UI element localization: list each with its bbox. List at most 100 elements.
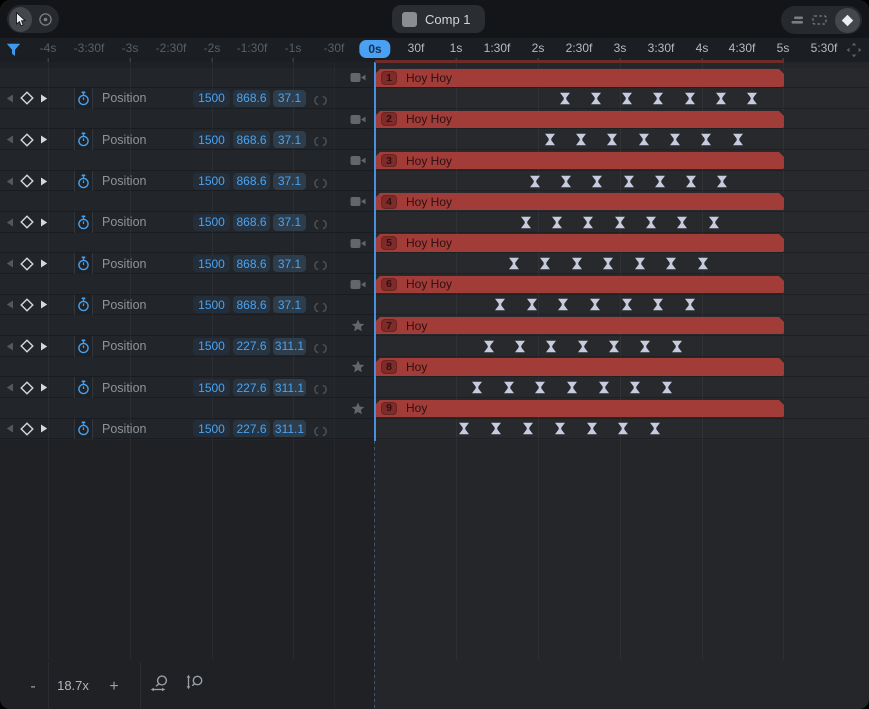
keyframe[interactable]: [715, 92, 728, 105]
stopwatch-button[interactable]: [74, 129, 93, 151]
add-keyframe-button[interactable]: [20, 298, 34, 312]
time-ruler[interactable]: -4s -3:30f -3s -2:30f -2s -1:30f -1s -30…: [0, 38, 869, 63]
next-keyframe-button[interactable]: [40, 383, 48, 392]
keyframe[interactable]: [582, 216, 595, 229]
ruler-time-label[interactable]: 1s: [450, 41, 462, 62]
add-keyframe-button[interactable]: [20, 132, 34, 147]
value-z-field[interactable]: 37.1: [273, 255, 306, 273]
value-x-field[interactable]: 1500: [193, 89, 230, 107]
keyframe[interactable]: [551, 216, 564, 229]
keyframe[interactable]: [591, 175, 604, 188]
prev-keyframe-button[interactable]: [6, 94, 14, 103]
keyframe[interactable]: [697, 257, 710, 270]
value-y-field[interactable]: 227.6: [233, 379, 270, 397]
ruler-time-label[interactable]: 1:30f: [484, 41, 511, 55]
keyframe[interactable]: [586, 422, 599, 435]
next-keyframe-button[interactable]: [40, 177, 48, 186]
filter-icon[interactable]: [6, 43, 21, 62]
value-y-field[interactable]: 868.6: [233, 131, 270, 149]
zoom-fit-horizontal-button[interactable]: [150, 674, 171, 698]
keyframe[interactable]: [614, 216, 627, 229]
keyframe[interactable]: [685, 175, 698, 188]
unlink-icon[interactable]: [311, 217, 330, 235]
add-keyframe-button[interactable]: [20, 422, 34, 436]
ruler-time-label[interactable]: 0s: [359, 40, 391, 58]
keyframe[interactable]: [559, 92, 572, 105]
keyframe[interactable]: [544, 133, 557, 146]
keyframe[interactable]: [522, 422, 535, 435]
unlink-icon[interactable]: [311, 341, 330, 359]
keyframe[interactable]: [629, 381, 642, 394]
keyframe[interactable]: [732, 133, 745, 146]
next-keyframe-button[interactable]: [40, 259, 48, 268]
stopwatch-button[interactable]: [74, 335, 93, 357]
ruler-time-label[interactable]: 3:30f: [648, 41, 675, 55]
unlink-icon[interactable]: [311, 424, 330, 442]
keyframe[interactable]: [638, 133, 651, 146]
value-z-field[interactable]: 311.1: [273, 379, 306, 397]
prev-keyframe-button[interactable]: [6, 218, 14, 227]
value-y-field[interactable]: 868.6: [233, 255, 270, 273]
value-y-field[interactable]: 868.6: [233, 213, 270, 231]
stopwatch-button[interactable]: [74, 253, 93, 274]
keyframe[interactable]: [471, 381, 484, 394]
next-keyframe-button[interactable]: [40, 218, 48, 227]
unlink-icon[interactable]: [311, 300, 330, 318]
keyframe[interactable]: [566, 381, 579, 394]
next-keyframe-button[interactable]: [40, 94, 48, 103]
keyframe[interactable]: [669, 133, 682, 146]
layer-bar[interactable]: 9 Hoy: [375, 399, 784, 417]
value-x-field[interactable]: 1500: [193, 420, 230, 438]
zoom-fit-vertical-button[interactable]: [185, 674, 204, 698]
keyframe[interactable]: [490, 422, 503, 435]
add-keyframe-button[interactable]: [20, 91, 34, 106]
add-keyframe-button[interactable]: [20, 339, 34, 354]
add-keyframe-button[interactable]: [20, 174, 34, 188]
keyframe[interactable]: [645, 216, 658, 229]
next-keyframe-button[interactable]: [40, 424, 48, 433]
value-x-field[interactable]: 1500: [193, 172, 230, 190]
layer-bar[interactable]: 2 Hoy Hoy: [375, 110, 784, 128]
add-keyframe-button[interactable]: [20, 215, 34, 230]
keyframe[interactable]: [577, 340, 590, 353]
keyframe[interactable]: [716, 175, 729, 188]
add-keyframe-button[interactable]: [20, 256, 34, 271]
pan-handle-icon[interactable]: [846, 42, 862, 63]
layer-bars-view-button[interactable]: [791, 14, 805, 26]
layer-bar[interactable]: 1 Hoy Hoy: [375, 69, 784, 87]
ruler-time-label[interactable]: 4s: [696, 41, 708, 62]
layer-bar[interactable]: 5 Hoy Hoy: [375, 234, 784, 252]
layer-bar[interactable]: 8 Hoy: [375, 358, 784, 376]
value-z-field[interactable]: 37.1: [273, 131, 306, 149]
keyframe[interactable]: [639, 340, 652, 353]
prev-keyframe-button[interactable]: [6, 300, 14, 309]
prev-keyframe-button[interactable]: [6, 135, 14, 144]
stopwatch-button[interactable]: [74, 170, 93, 192]
prev-keyframe-button[interactable]: [6, 342, 14, 351]
value-z-field[interactable]: 311.1: [273, 337, 306, 355]
value-y-field[interactable]: 227.6: [233, 420, 270, 438]
ruler-time-label[interactable]: 30f: [408, 41, 425, 55]
keyframe[interactable]: [652, 298, 665, 311]
keyframe[interactable]: [539, 257, 552, 270]
unlink-icon[interactable]: [311, 382, 330, 400]
keyframe[interactable]: [545, 340, 558, 353]
next-keyframe-button[interactable]: [40, 135, 48, 144]
keyframe[interactable]: [526, 298, 539, 311]
next-keyframe-button[interactable]: [40, 300, 48, 309]
select-tool-button[interactable]: [9, 6, 32, 32]
ruler-time-label[interactable]: 5:30f: [811, 41, 838, 55]
keyframe[interactable]: [571, 257, 584, 270]
keyframe[interactable]: [554, 422, 567, 435]
unlink-icon[interactable]: [311, 93, 330, 111]
keyframe[interactable]: [621, 298, 634, 311]
keyframe[interactable]: [483, 340, 496, 353]
value-y-field[interactable]: 868.6: [233, 89, 270, 107]
keyframe[interactable]: [665, 257, 678, 270]
value-x-field[interactable]: 1500: [193, 296, 230, 314]
keyframe[interactable]: [575, 133, 588, 146]
value-y-field[interactable]: 868.6: [233, 296, 270, 314]
keyframe[interactable]: [494, 298, 507, 311]
value-z-field[interactable]: 37.1: [273, 213, 306, 231]
keyframe[interactable]: [508, 257, 521, 270]
